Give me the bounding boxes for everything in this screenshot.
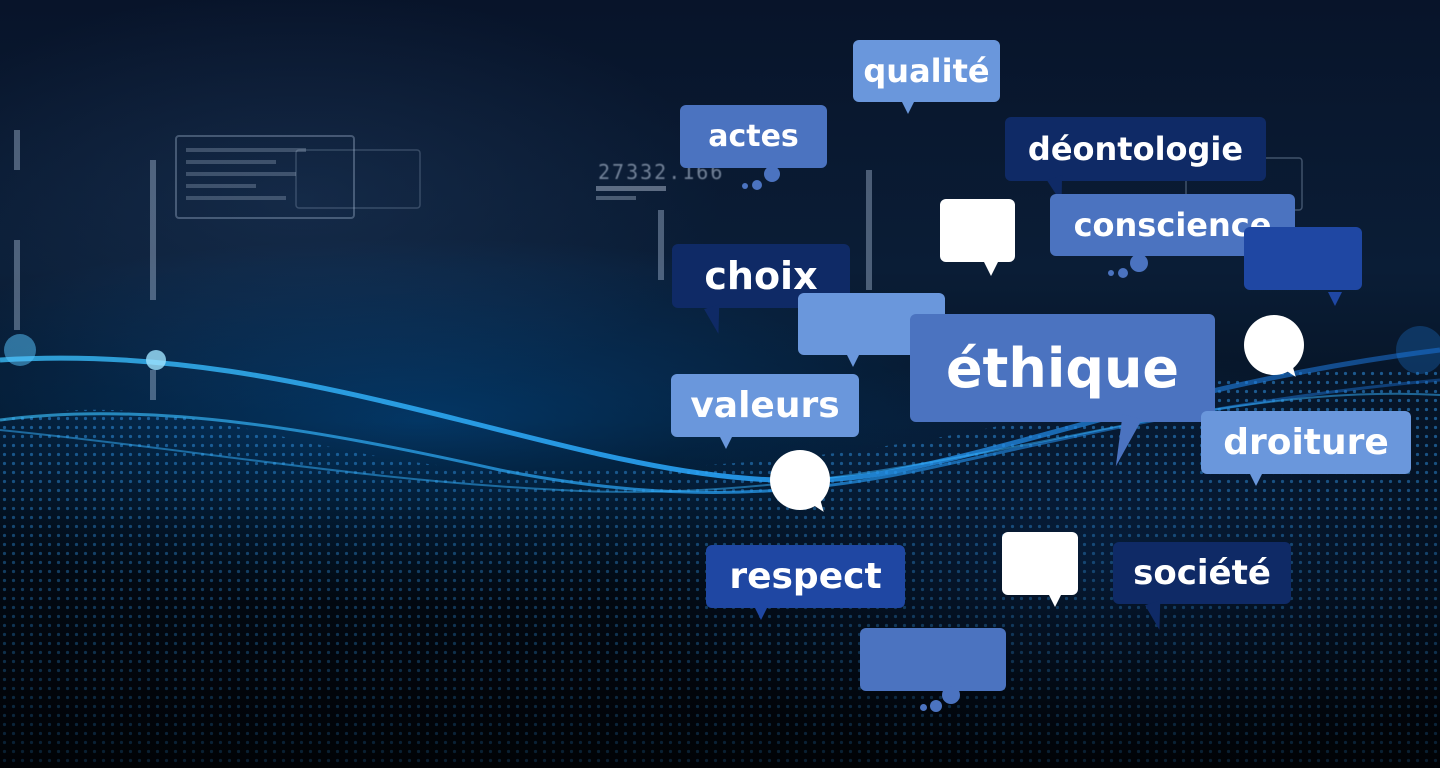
round-white-bubble: [770, 450, 830, 516]
bubble-tail: [984, 262, 998, 276]
bubble-tail: [901, 100, 915, 114]
thought-dot: [764, 166, 780, 182]
thought-dot: [1108, 270, 1114, 276]
round-white-bubble: [1244, 315, 1304, 381]
bubble-respect-text: respect: [729, 556, 882, 597]
thought-dot: [942, 686, 960, 704]
bubble-valeurs-text: valeurs: [690, 385, 840, 426]
bubble-tail: [1249, 472, 1263, 486]
bubble-droiture-text: droiture: [1223, 422, 1389, 463]
thought-dot: [1118, 268, 1128, 278]
bubble-societe: société: [1113, 542, 1291, 632]
thought-dot: [752, 180, 762, 190]
blank-mid-bubble: [860, 628, 1006, 691]
thought-dot: [920, 704, 927, 711]
thought-dot: [930, 700, 942, 712]
bubble-tail: [1328, 292, 1342, 306]
bubble-valeurs: valeurs: [671, 374, 859, 449]
bubble-qualite: qualité: [853, 40, 1000, 114]
blank-white-bubble: [1002, 532, 1078, 607]
bubble-tail: [1048, 593, 1062, 607]
thought-dot: [1130, 254, 1148, 272]
bubble-deontologie-text: déontologie: [1027, 130, 1244, 168]
bubble-ethique-text: éthique: [945, 336, 1180, 400]
bubble-tail: [719, 435, 733, 449]
bubble-deontologie: déontologie: [1005, 117, 1266, 205]
bubble-societe-text: société: [1133, 553, 1271, 593]
bubble-qualite-text: qualité: [863, 52, 990, 90]
bubble-tail: [754, 606, 768, 620]
blank-white-bubble: [940, 199, 1015, 276]
bubble-choix-text: choix: [704, 254, 818, 298]
bubble-droiture: droiture: [1201, 411, 1411, 486]
bubble-tail: [846, 353, 860, 367]
thought-dot: [742, 183, 748, 189]
bubble-respect: respect: [706, 545, 905, 620]
bubble-actes: actes: [680, 105, 827, 168]
blank-blue-bubble: [1244, 227, 1362, 306]
bubble-actes-text: actes: [708, 119, 799, 154]
bubble-conscience-text: conscience: [1073, 206, 1272, 244]
bubble-ethique: éthique: [910, 314, 1215, 470]
